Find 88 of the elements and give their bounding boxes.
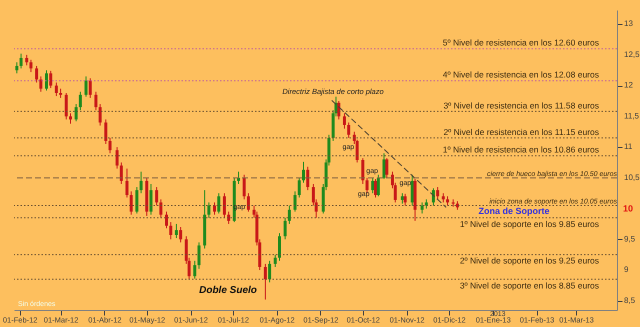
candlestick	[116, 146, 119, 170]
candlestick	[104, 118, 108, 145]
candlestick	[174, 223, 178, 239]
candlestick	[108, 137, 112, 154]
y-tick-label: 12	[624, 80, 634, 90]
y-tick-label: 11,5	[624, 111, 640, 120]
annotation: Zona de Soporte	[478, 206, 550, 216]
candlestick	[298, 177, 301, 198]
candlestick	[155, 186, 158, 206]
candlestick	[382, 152, 386, 180]
candlestick	[274, 254, 277, 268]
ref-line-label: 3º Nivel de resistencia en los 11.58 euros	[443, 100, 599, 110]
y-tick-label: 8,5	[624, 296, 636, 305]
candlestick	[207, 202, 210, 218]
candlestick	[165, 211, 168, 229]
candlestick	[213, 202, 216, 216]
y-tick-label: 11	[624, 142, 633, 152]
candlestick	[74, 104, 78, 122]
candlestick	[404, 193, 407, 206]
candlestick	[130, 190, 133, 216]
candlestick	[294, 190, 297, 212]
candlestick	[361, 158, 364, 184]
candlestick	[217, 192, 220, 214]
annotation: 10	[623, 204, 634, 214]
candlestick	[385, 158, 388, 178]
y-tick-label: 9,5	[624, 234, 636, 244]
ref-line-label: 2º Nivel de soporte en los 9.25 euros	[460, 256, 599, 266]
candlestick	[264, 263, 267, 300]
candlestick	[15, 62, 18, 74]
candlestick	[306, 166, 310, 191]
candlestick	[288, 204, 291, 224]
candlestick	[39, 76, 42, 92]
ref-line-label: 5º Nivel de resistencia en los 12.60 euros	[442, 38, 599, 48]
candlestick	[88, 78, 92, 98]
candlestick	[376, 174, 380, 197]
candlestick	[44, 70, 48, 92]
candlestick	[222, 192, 226, 218]
candlestick	[25, 54, 28, 66]
candlestick	[140, 171, 143, 194]
candlestick	[149, 183, 152, 216]
candlestick	[446, 196, 450, 206]
ref-line-label: 3º Nivel de soporte en los 8.85 euros	[460, 280, 599, 290]
candlestick	[302, 161, 305, 184]
candlestick	[193, 260, 196, 280]
candlestick	[436, 186, 440, 200]
ref-line-label: 1º Nivel de soporte en los 9.85 euros	[460, 218, 599, 229]
candlestick	[278, 232, 281, 262]
candlestick	[442, 192, 445, 203]
candlestick	[284, 217, 287, 240]
candlestick	[432, 188, 435, 206]
candlestick	[246, 192, 250, 212]
candlestick	[20, 53, 23, 69]
candlestick	[410, 174, 414, 206]
candlestick	[374, 178, 378, 198]
ref-line-label: 2º Nivel de resistencia en los 11.15 euros	[443, 126, 599, 137]
candlestick	[366, 177, 369, 194]
candlestick	[268, 260, 272, 283]
candlestick	[125, 168, 128, 198]
y-tick-label: 12,5	[624, 50, 640, 59]
candlestick	[49, 70, 52, 89]
candlestick	[98, 104, 102, 126]
y-tick-label: 9	[624, 265, 629, 274]
ref-line-label: 1º Nivel de resistencia en los 10.86 euros	[442, 144, 599, 155]
candlestick	[169, 222, 172, 240]
y-tick-label: 10,5	[624, 172, 640, 182]
y-tick-label: 13	[624, 19, 634, 28]
candlestick	[94, 91, 98, 111]
candlestick	[227, 211, 230, 224]
candlestick	[59, 88, 62, 98]
candlestick	[347, 122, 350, 138]
candlestick	[342, 112, 346, 130]
candlestick	[29, 59, 32, 73]
candlestick	[371, 177, 374, 194]
candlestick	[120, 162, 123, 184]
candlestick	[197, 242, 200, 270]
candlestick	[420, 202, 424, 214]
candlestick	[135, 186, 138, 214]
candlestick	[35, 65, 38, 84]
candlestick	[159, 198, 162, 218]
candlestick	[78, 91, 82, 111]
candlestick	[179, 226, 182, 243]
candlestick	[54, 82, 58, 97]
candlestick	[242, 174, 246, 200]
annotation: Doble Suelo	[199, 285, 257, 296]
candlestick	[84, 76, 88, 98]
candlestick	[64, 92, 68, 120]
ref-line-label: 4º Nivel de resistencia en los 12.08 euros	[442, 70, 599, 80]
candlestick	[68, 112, 72, 124]
